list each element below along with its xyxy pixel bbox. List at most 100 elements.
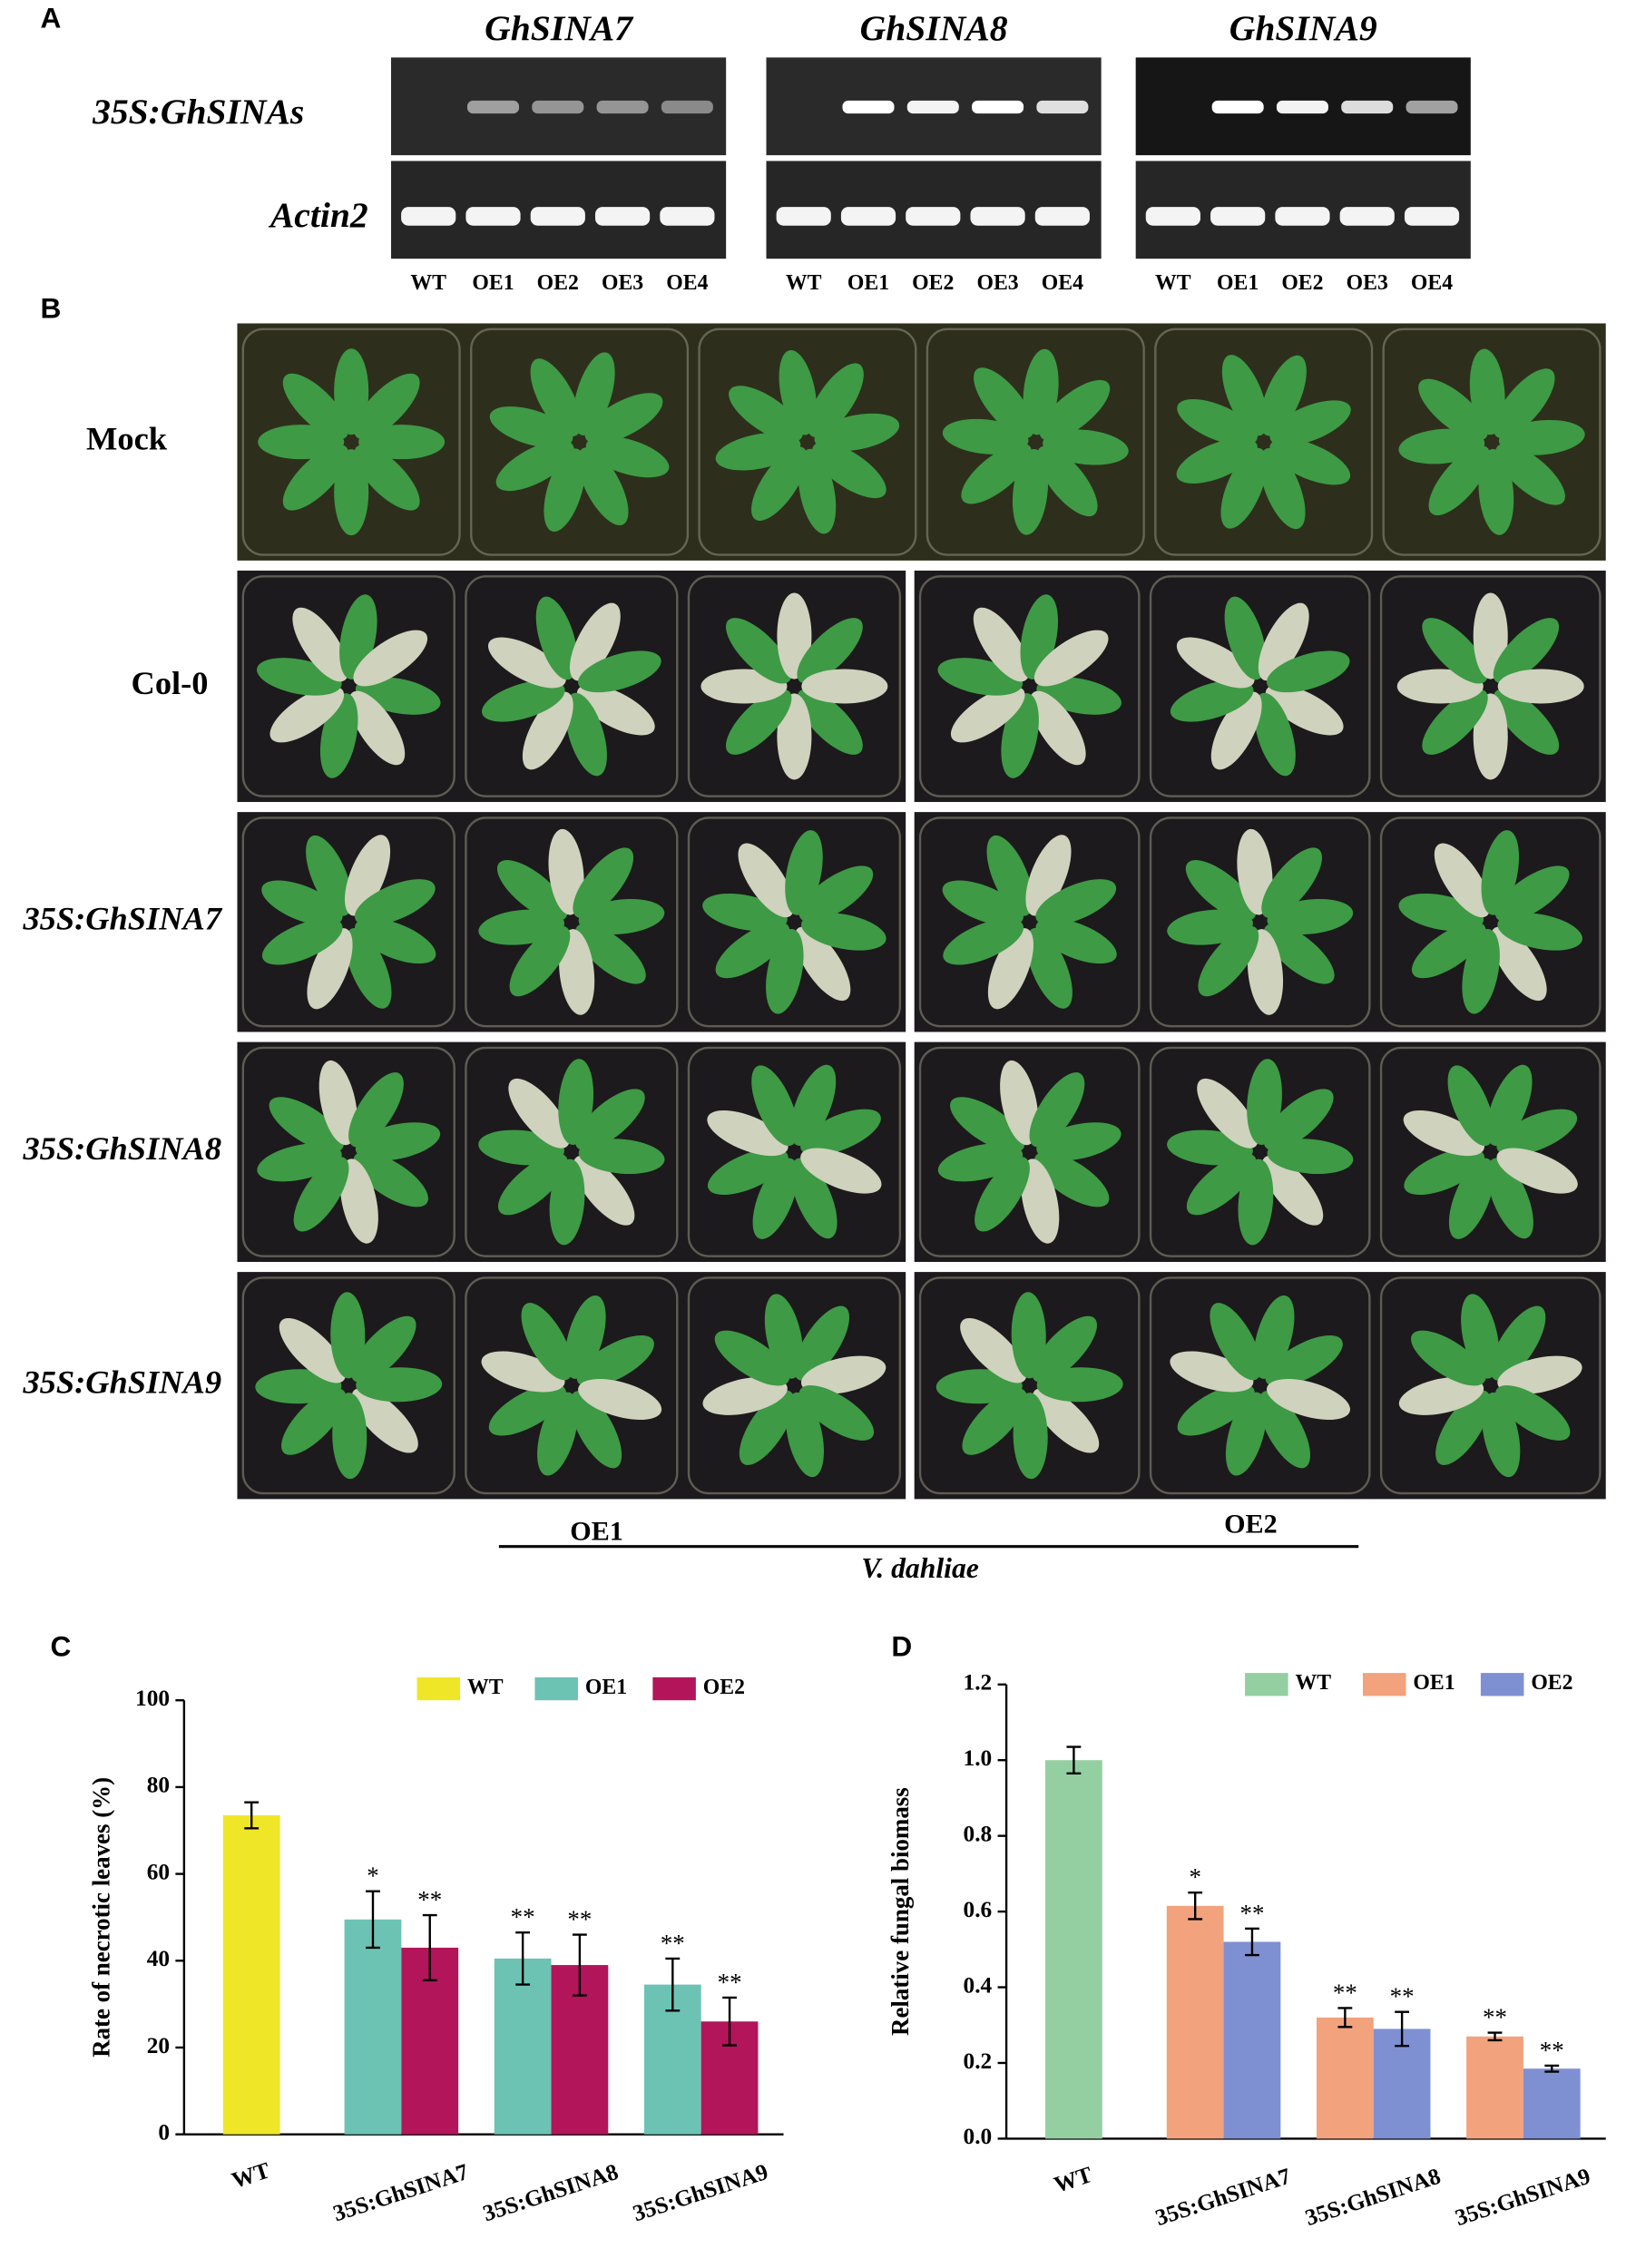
gel-band xyxy=(1036,100,1089,114)
leaf xyxy=(569,602,621,681)
pot xyxy=(465,1046,679,1257)
legend-swatch xyxy=(416,1677,461,1701)
gel-band xyxy=(532,100,584,114)
leaf xyxy=(1167,909,1253,945)
leaf xyxy=(1177,398,1259,446)
gel-band xyxy=(906,207,961,226)
leaf xyxy=(1403,1110,1484,1157)
leaf xyxy=(1448,1158,1495,1239)
leaf xyxy=(1497,1355,1582,1394)
leaf xyxy=(800,1148,882,1194)
leaf xyxy=(575,923,646,984)
leaf xyxy=(585,435,670,478)
row-label: Mock xyxy=(86,421,168,457)
legend-swatch xyxy=(1245,1673,1288,1696)
leaf xyxy=(794,926,851,1002)
x-tick-label: 35S:GhSINA9 xyxy=(630,2159,771,2226)
leaf xyxy=(714,1330,790,1386)
pot xyxy=(1382,327,1602,556)
lane-label: OE3 xyxy=(602,271,643,295)
gel-band xyxy=(661,100,713,114)
leaf xyxy=(1185,860,1257,921)
leaf xyxy=(573,1155,635,1226)
gel-band xyxy=(1341,100,1394,114)
pot xyxy=(1149,1046,1371,1257)
leaf xyxy=(1496,1148,1578,1194)
bar xyxy=(1523,2068,1581,2139)
leaf xyxy=(725,618,792,684)
legend-swatch xyxy=(1362,1673,1406,1696)
leaf xyxy=(751,446,808,521)
pot xyxy=(1154,327,1374,556)
leaf xyxy=(797,689,863,755)
leaf xyxy=(348,690,406,766)
leaf xyxy=(269,1097,344,1153)
legend-swatch xyxy=(1480,1673,1524,1696)
leaf xyxy=(942,880,1024,926)
leaf xyxy=(261,918,343,965)
leaf xyxy=(950,1097,1025,1153)
treatment-label: V. dahliae xyxy=(861,1552,979,1584)
error-bar xyxy=(515,1931,531,1986)
error-bar xyxy=(1245,1927,1259,1957)
legend-label: WT xyxy=(467,1676,504,1699)
pot xyxy=(918,1276,1141,1495)
y-tick-label: 100 xyxy=(135,1686,170,1711)
gel-band xyxy=(1406,100,1458,114)
leaf xyxy=(1025,927,1073,1009)
leaf xyxy=(801,913,886,951)
leaf xyxy=(812,442,886,499)
bar xyxy=(1223,1941,1281,2139)
pot xyxy=(687,816,902,1028)
gene-title: GhSINA7 xyxy=(485,8,634,48)
leaf xyxy=(1011,1292,1046,1379)
pot xyxy=(687,1046,902,1257)
leaf xyxy=(1000,1060,1039,1146)
group-label: OE1 xyxy=(570,1515,623,1546)
bar xyxy=(1466,2036,1523,2139)
leaf xyxy=(1261,847,1322,919)
leaf xyxy=(578,1139,665,1175)
leaf xyxy=(1258,602,1309,681)
pot xyxy=(1379,575,1602,797)
leaf xyxy=(764,1294,803,1379)
leaf xyxy=(814,413,900,452)
pot xyxy=(241,575,455,797)
lane-label: OE1 xyxy=(472,271,514,295)
leaf xyxy=(1210,1303,1262,1381)
leaf xyxy=(351,1315,416,1383)
leaf xyxy=(489,406,573,448)
leaf xyxy=(1398,428,1485,464)
significance: ** xyxy=(1239,1900,1264,1927)
leaf xyxy=(1224,596,1267,680)
leaf xyxy=(1025,835,1072,916)
x-tick-label: 35S:GhSINA8 xyxy=(1302,2164,1444,2231)
leaf xyxy=(355,1122,441,1161)
leaf xyxy=(282,445,349,511)
leaf xyxy=(1435,1390,1491,1465)
leaf xyxy=(1497,669,1584,704)
significance: * xyxy=(367,1862,378,1890)
leaf xyxy=(961,443,1033,504)
leaf xyxy=(1247,929,1284,1015)
leaf xyxy=(715,922,790,979)
leaf xyxy=(1220,447,1268,529)
lane-label: WT xyxy=(410,271,446,295)
leaf xyxy=(1039,379,1111,441)
significance: ** xyxy=(417,1886,442,1913)
leaf xyxy=(257,1143,342,1182)
x-tick-label: 35S:GhSINA8 xyxy=(480,2159,622,2226)
leaf xyxy=(570,1391,622,1469)
gel-band xyxy=(1275,207,1330,226)
panel-label: B xyxy=(40,292,61,325)
pot xyxy=(698,327,917,556)
leaf xyxy=(1170,679,1254,722)
gene-title: GhSINA9 xyxy=(1229,8,1377,48)
row-label: Col-0 xyxy=(132,665,209,701)
lane-label: OE2 xyxy=(537,271,579,295)
error-bar xyxy=(1337,2007,1353,2028)
leaf xyxy=(348,1072,404,1148)
leaf xyxy=(509,925,571,997)
leaf xyxy=(702,1376,788,1415)
leaf xyxy=(937,1143,1024,1182)
